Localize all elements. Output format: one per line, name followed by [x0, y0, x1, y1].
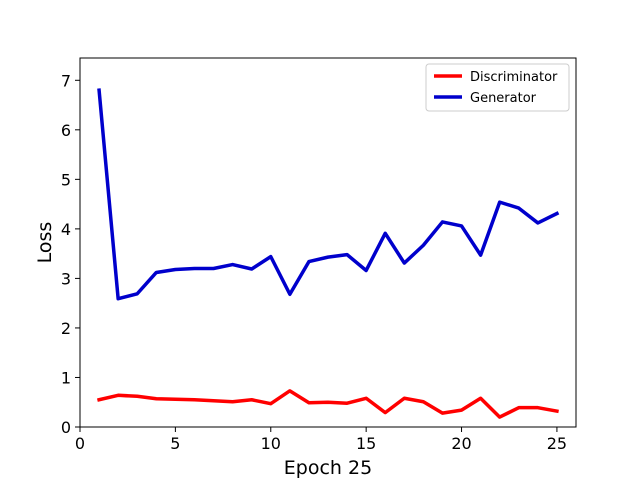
series-line-generator — [97, 88, 560, 301]
x-tick-label: 15 — [356, 434, 376, 453]
x-tick-label: 10 — [261, 434, 281, 453]
x-tick-label: 20 — [451, 434, 471, 453]
plot-area — [96, 88, 560, 419]
x-tick-label: 0 — [75, 434, 85, 453]
x-axis-title: Epoch 25 — [284, 457, 372, 479]
y-tick-label: 1 — [61, 368, 71, 387]
legend: Discriminator Generator — [425, 63, 570, 112]
y-tick-label: 3 — [61, 269, 71, 288]
series-line-discriminator — [96, 389, 559, 419]
y-tick-label: 2 — [61, 319, 71, 338]
x-tick-label: 25 — [547, 434, 567, 453]
y-tick-label: 0 — [61, 418, 71, 437]
y-tick-label: 6 — [61, 121, 71, 140]
axes-frame — [79, 57, 577, 428]
axes: 0 5 10 15 20 25 0 1 2 3 4 5 6 7 — [61, 57, 577, 453]
y-axis-title: Loss — [34, 222, 56, 264]
legend-label-discriminator: Discriminator — [470, 70, 558, 85]
x-tick-label: 5 — [170, 434, 180, 453]
y-tick-label: 7 — [61, 71, 71, 90]
legend-label-generator: Generator — [470, 91, 537, 106]
y-tick-label: 4 — [61, 220, 71, 239]
y-tick-label: 5 — [61, 170, 71, 189]
